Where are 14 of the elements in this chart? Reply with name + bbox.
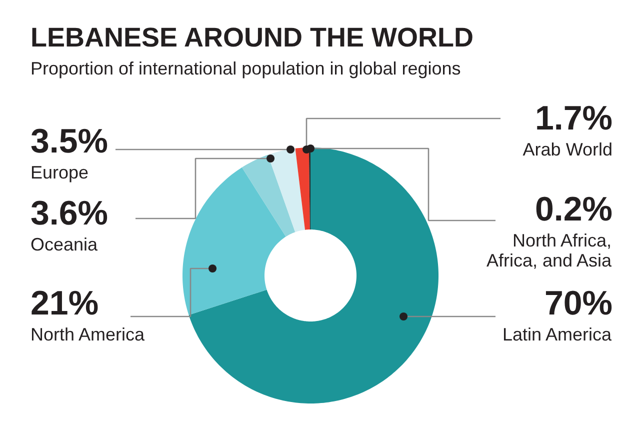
slice-label: North Africa, Africa, and Asia xyxy=(486,230,612,270)
slice-label: Europe xyxy=(30,162,89,182)
slice-label: Arab World xyxy=(522,140,612,160)
slice-label: North America xyxy=(30,324,146,344)
data-label: 70% xyxy=(544,284,613,322)
chart-title: LEBANESE AROUND THE WORLD xyxy=(30,22,474,52)
data-label: 1.7% xyxy=(535,100,613,138)
data-label: 3.6% xyxy=(30,194,108,232)
slice-label: Latin America xyxy=(502,324,612,344)
data-label: 3.5% xyxy=(30,122,108,160)
slice-label: Oceania xyxy=(30,234,99,254)
data-label: 21% xyxy=(30,284,99,322)
chart-subtitle: Proportion of international population in global regions xyxy=(30,58,461,78)
data-label: 0.2% xyxy=(535,190,613,228)
